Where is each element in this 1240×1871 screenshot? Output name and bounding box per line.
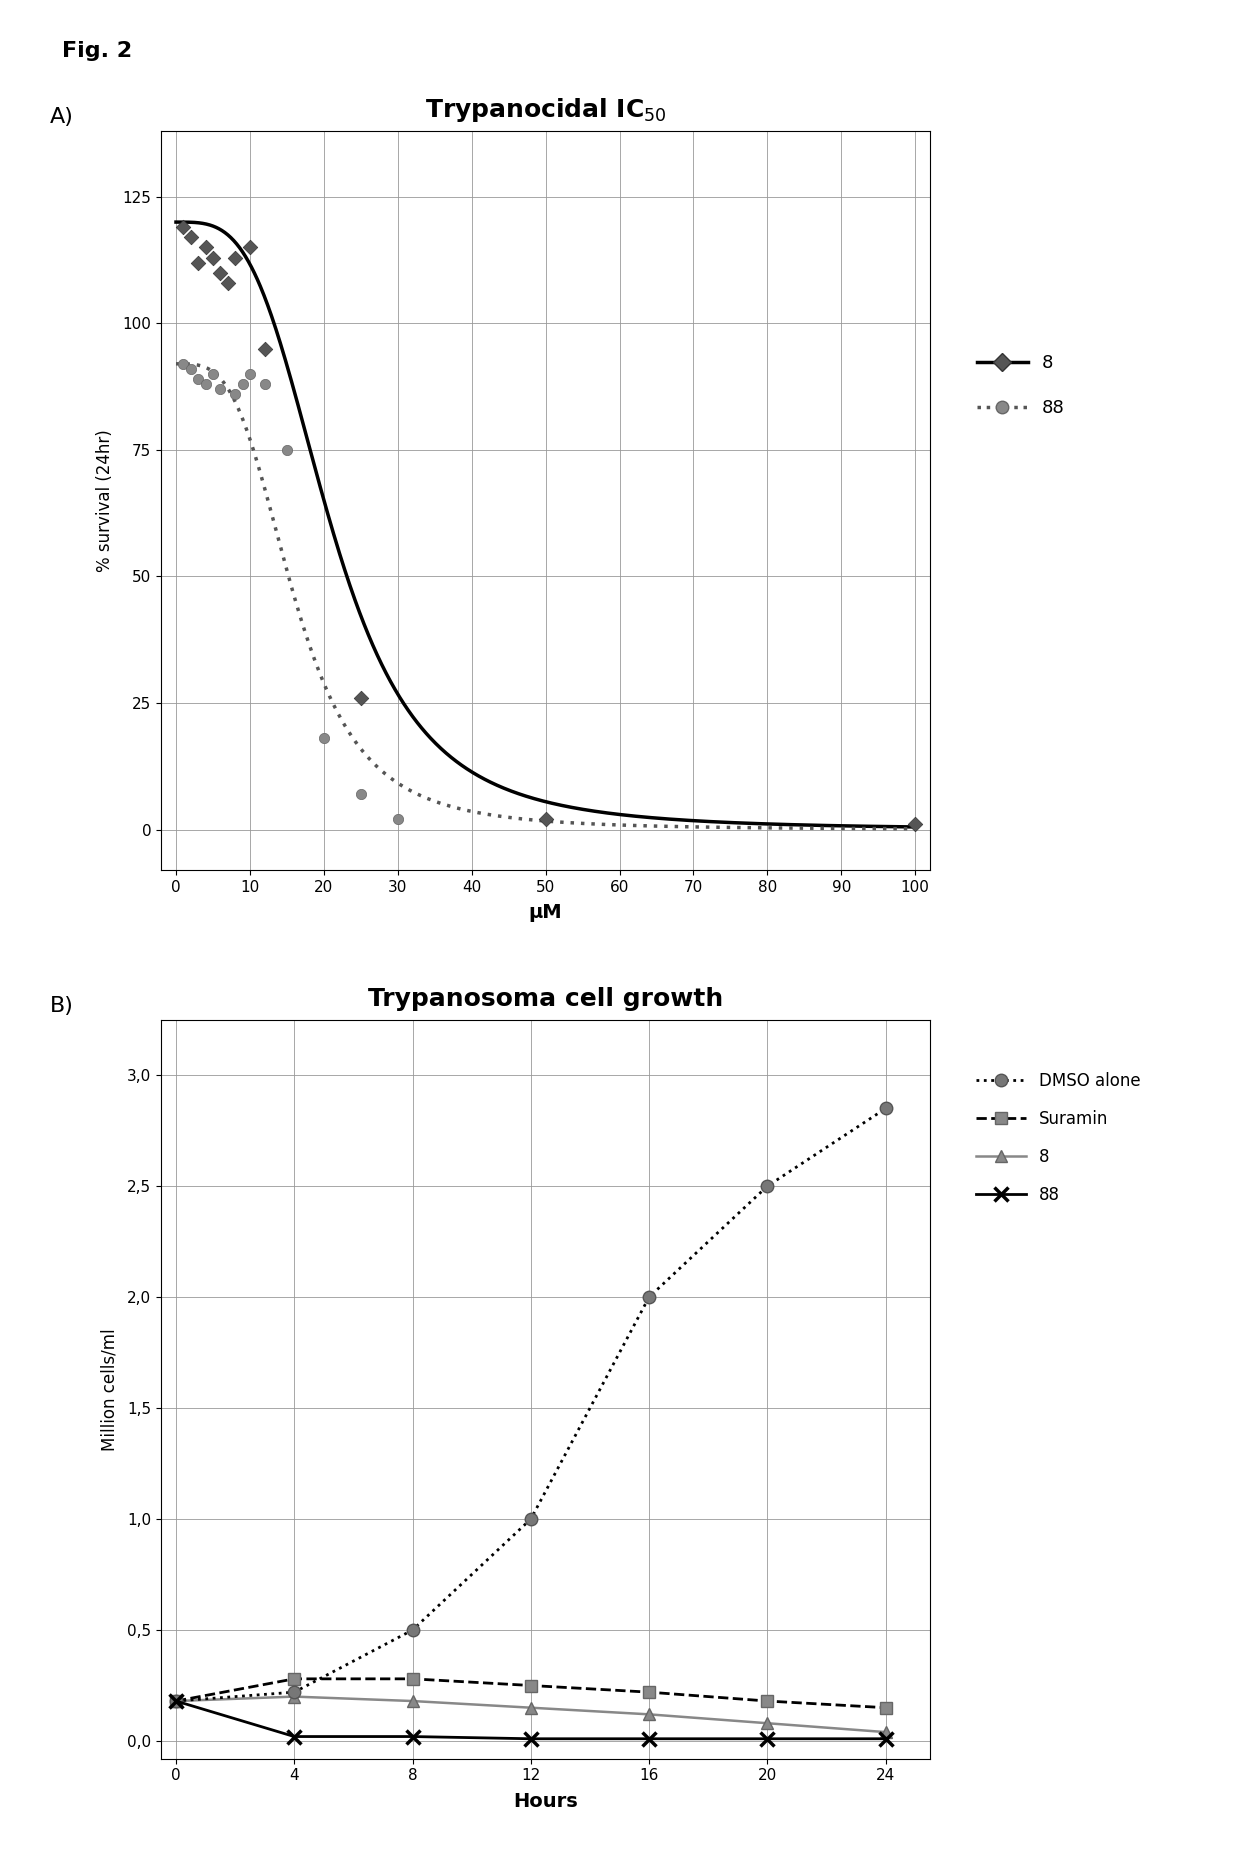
- DMSO alone: [760, 1175, 775, 1197]
- Suramin: [523, 1675, 538, 1697]
- Point: [181, 223, 201, 253]
- 88: [286, 1725, 301, 1748]
- 88: [641, 1727, 656, 1749]
- Point: [254, 369, 274, 399]
- Point: [277, 434, 296, 464]
- Point: [203, 359, 223, 389]
- 8: [286, 1686, 301, 1708]
- Text: Fig. 2: Fig. 2: [62, 41, 133, 62]
- Suramin: [760, 1690, 775, 1712]
- X-axis label: μM: μM: [528, 904, 563, 922]
- Point: [174, 211, 193, 241]
- Suramin: [286, 1667, 301, 1690]
- 8: [169, 1690, 184, 1712]
- 8: [878, 1721, 893, 1744]
- 88: [523, 1727, 538, 1749]
- DMSO alone: [878, 1096, 893, 1119]
- Y-axis label: Million cells/ml: Million cells/ml: [100, 1328, 119, 1450]
- 8: [641, 1703, 656, 1725]
- Legend: DMSO alone, Suramin, 8, 88: DMSO alone, Suramin, 8, 88: [970, 1065, 1147, 1211]
- Suramin: [641, 1680, 656, 1703]
- Point: [188, 365, 208, 395]
- Title: Trypanosoma cell growth: Trypanosoma cell growth: [368, 986, 723, 1010]
- Title: Trypanocidal IC$_{50}$: Trypanocidal IC$_{50}$: [425, 95, 666, 123]
- Point: [351, 778, 371, 808]
- Point: [388, 805, 408, 834]
- Point: [218, 268, 238, 297]
- Point: [226, 380, 246, 410]
- DMSO alone: [286, 1680, 301, 1703]
- DMSO alone: [523, 1508, 538, 1530]
- Point: [174, 348, 193, 378]
- Legend: 8, 88: 8, 88: [970, 346, 1071, 425]
- DMSO alone: [641, 1285, 656, 1308]
- 8: [760, 1712, 775, 1734]
- Point: [181, 354, 201, 384]
- DMSO alone: [169, 1690, 184, 1712]
- Point: [196, 232, 216, 262]
- Point: [188, 247, 208, 277]
- Point: [351, 683, 371, 713]
- Y-axis label: % survival (24hr): % survival (24hr): [97, 428, 114, 573]
- X-axis label: Hours: Hours: [513, 1792, 578, 1811]
- Point: [905, 810, 925, 840]
- Point: [233, 369, 253, 399]
- Suramin: [169, 1690, 184, 1712]
- 88: [169, 1690, 184, 1712]
- Text: B): B): [50, 995, 73, 1016]
- DMSO alone: [405, 1618, 420, 1641]
- Line: 88: 88: [169, 1693, 893, 1746]
- 8: [523, 1697, 538, 1719]
- Point: [314, 724, 334, 754]
- Point: [203, 243, 223, 273]
- Point: [241, 232, 260, 262]
- Line: Suramin: Suramin: [170, 1673, 892, 1714]
- Point: [196, 369, 216, 399]
- Text: A): A): [50, 107, 73, 127]
- Line: 8: 8: [170, 1690, 892, 1738]
- Point: [536, 805, 556, 834]
- 8: [405, 1690, 420, 1712]
- Point: [254, 333, 274, 363]
- Point: [241, 359, 260, 389]
- Point: [211, 374, 231, 404]
- Point: [226, 243, 246, 273]
- Suramin: [405, 1667, 420, 1690]
- Suramin: [878, 1697, 893, 1719]
- 88: [878, 1727, 893, 1749]
- Line: DMSO alone: DMSO alone: [170, 1102, 892, 1706]
- 88: [405, 1725, 420, 1748]
- Point: [211, 258, 231, 288]
- 88: [760, 1727, 775, 1749]
